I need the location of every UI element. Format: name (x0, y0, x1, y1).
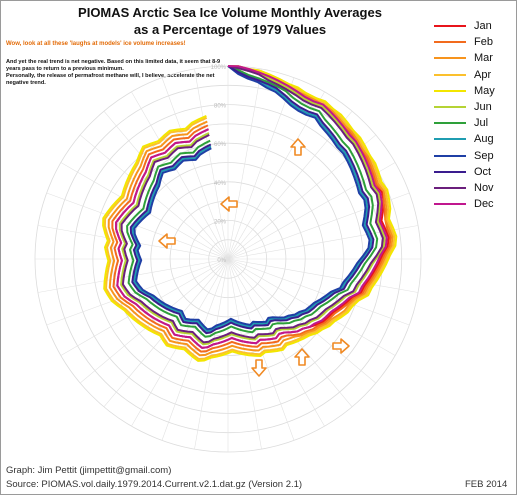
legend-item-sep: Sep (434, 148, 514, 164)
grid-spoke (60, 162, 229, 260)
legend: Jan Feb Mar Apr May Jun Jul Aug Sep Oct Nov Dec (434, 18, 514, 212)
footer-graph-credit: Graph: Jim Pettit (jimpettit@gmail.com) (6, 465, 172, 476)
series-line-may (102, 65, 398, 362)
axis-tick-label: 40% (214, 181, 227, 187)
legend-item-feb: Feb (434, 34, 514, 50)
axis-tick-label: 20% (214, 219, 227, 225)
series-line-jul (126, 65, 379, 338)
legend-label: Feb (474, 36, 493, 49)
footer-source: Source: PIOMAS.vol.daily.1979.2014.Curre… (6, 479, 303, 490)
series-line-mar (107, 65, 394, 357)
legend-swatch (434, 122, 466, 125)
legend-swatch (434, 186, 466, 189)
grid-spoke (227, 91, 325, 260)
legend-swatch (434, 138, 466, 141)
grid-spoke (194, 68, 229, 260)
grid-spoke (131, 91, 229, 260)
axis-tick-label: 60% (214, 142, 227, 148)
legend-swatch (434, 170, 466, 173)
legend-swatch (434, 203, 466, 206)
grid-spoke (79, 258, 229, 384)
legend-item-may: May (434, 83, 514, 99)
annotation-arrow (294, 348, 310, 366)
axis-tick-label: 0% (217, 258, 226, 264)
legend-label: Sep (474, 149, 494, 162)
series-line-jun (118, 65, 386, 346)
legend-item-jun: Jun (434, 99, 514, 115)
legend-item-nov: Nov (434, 180, 514, 196)
chart-title-line-2: as a Percentage of 1979 Values (133, 22, 327, 37)
axis-tick-label: 100% (211, 65, 227, 71)
legend-label: Oct (474, 165, 492, 178)
legend-item-jan: Jan (434, 18, 514, 34)
legend-label: Mar (474, 52, 493, 65)
annotation-red-note: Wow, look at all these 'laughs at models… (6, 41, 186, 47)
grid-spoke (227, 162, 396, 260)
footer-date: FEB 2014 (465, 479, 508, 490)
legend-swatch (434, 73, 466, 76)
legend-swatch (434, 57, 466, 60)
axis-tick-label: 80% (214, 104, 227, 110)
grid-spoke (227, 258, 419, 293)
grid-spoke (46, 258, 229, 326)
legend-swatch (434, 41, 466, 44)
series-line-dec (115, 65, 388, 349)
legend-label: Jun (474, 101, 492, 114)
legend-label: May (474, 84, 495, 97)
series-line-nov (120, 65, 384, 344)
legend-label: Aug (474, 133, 494, 146)
annotation-arrow (220, 196, 238, 212)
legend-item-apr: Apr (434, 67, 514, 83)
legend-label: Dec (474, 198, 494, 211)
annotation-black-note-line-2: Personally, the release of permafrost me… (6, 73, 215, 86)
series-line-aug (131, 65, 373, 333)
annotation-arrow (332, 338, 350, 354)
grid-spoke (227, 110, 353, 260)
grid-spoke (227, 77, 295, 260)
legend-item-mar: Mar (434, 50, 514, 66)
legend-label: Nov (474, 181, 494, 194)
grid-spoke (103, 110, 229, 260)
legend-swatch (434, 25, 466, 28)
legend-item-aug: Aug (434, 131, 514, 147)
legend-label: Jan (474, 20, 492, 33)
series-line-oct (129, 65, 375, 335)
grid-spoke (194, 258, 229, 450)
legend-label: Apr (474, 68, 492, 81)
annotation-black-note: And yet the real trend is net negative. … (6, 59, 221, 87)
legend-item-dec: Dec (434, 196, 514, 212)
grid-spoke (227, 68, 262, 260)
annotation-black-note-line-1: And yet the real trend is net negative. … (6, 59, 221, 72)
series-line-apr (103, 65, 396, 360)
series-line-sep (133, 65, 371, 331)
series-line-feb (111, 65, 392, 353)
legend-item-jul: Jul (434, 115, 514, 131)
legend-swatch (434, 154, 466, 157)
legend-label: Jul (474, 117, 489, 130)
chart-title: PIOMAS Arctic Sea Ice Volume Monthly Ave… (70, 4, 390, 38)
grid-spoke (227, 258, 410, 326)
grid-spoke (227, 258, 377, 384)
grid-spoke (161, 77, 229, 260)
legend-item-oct: Oct (434, 164, 514, 180)
grid-spoke (37, 225, 229, 260)
chart-title-line-1: PIOMAS Arctic Sea Ice Volume Monthly Ave… (78, 5, 382, 20)
annotation-arrow (158, 233, 176, 249)
legend-swatch (434, 106, 466, 109)
legend-swatch (434, 89, 466, 92)
annotation-arrow (251, 359, 267, 377)
grid-spoke (161, 258, 229, 441)
grid-spoke (227, 134, 377, 260)
annotation-arrow (290, 138, 306, 156)
